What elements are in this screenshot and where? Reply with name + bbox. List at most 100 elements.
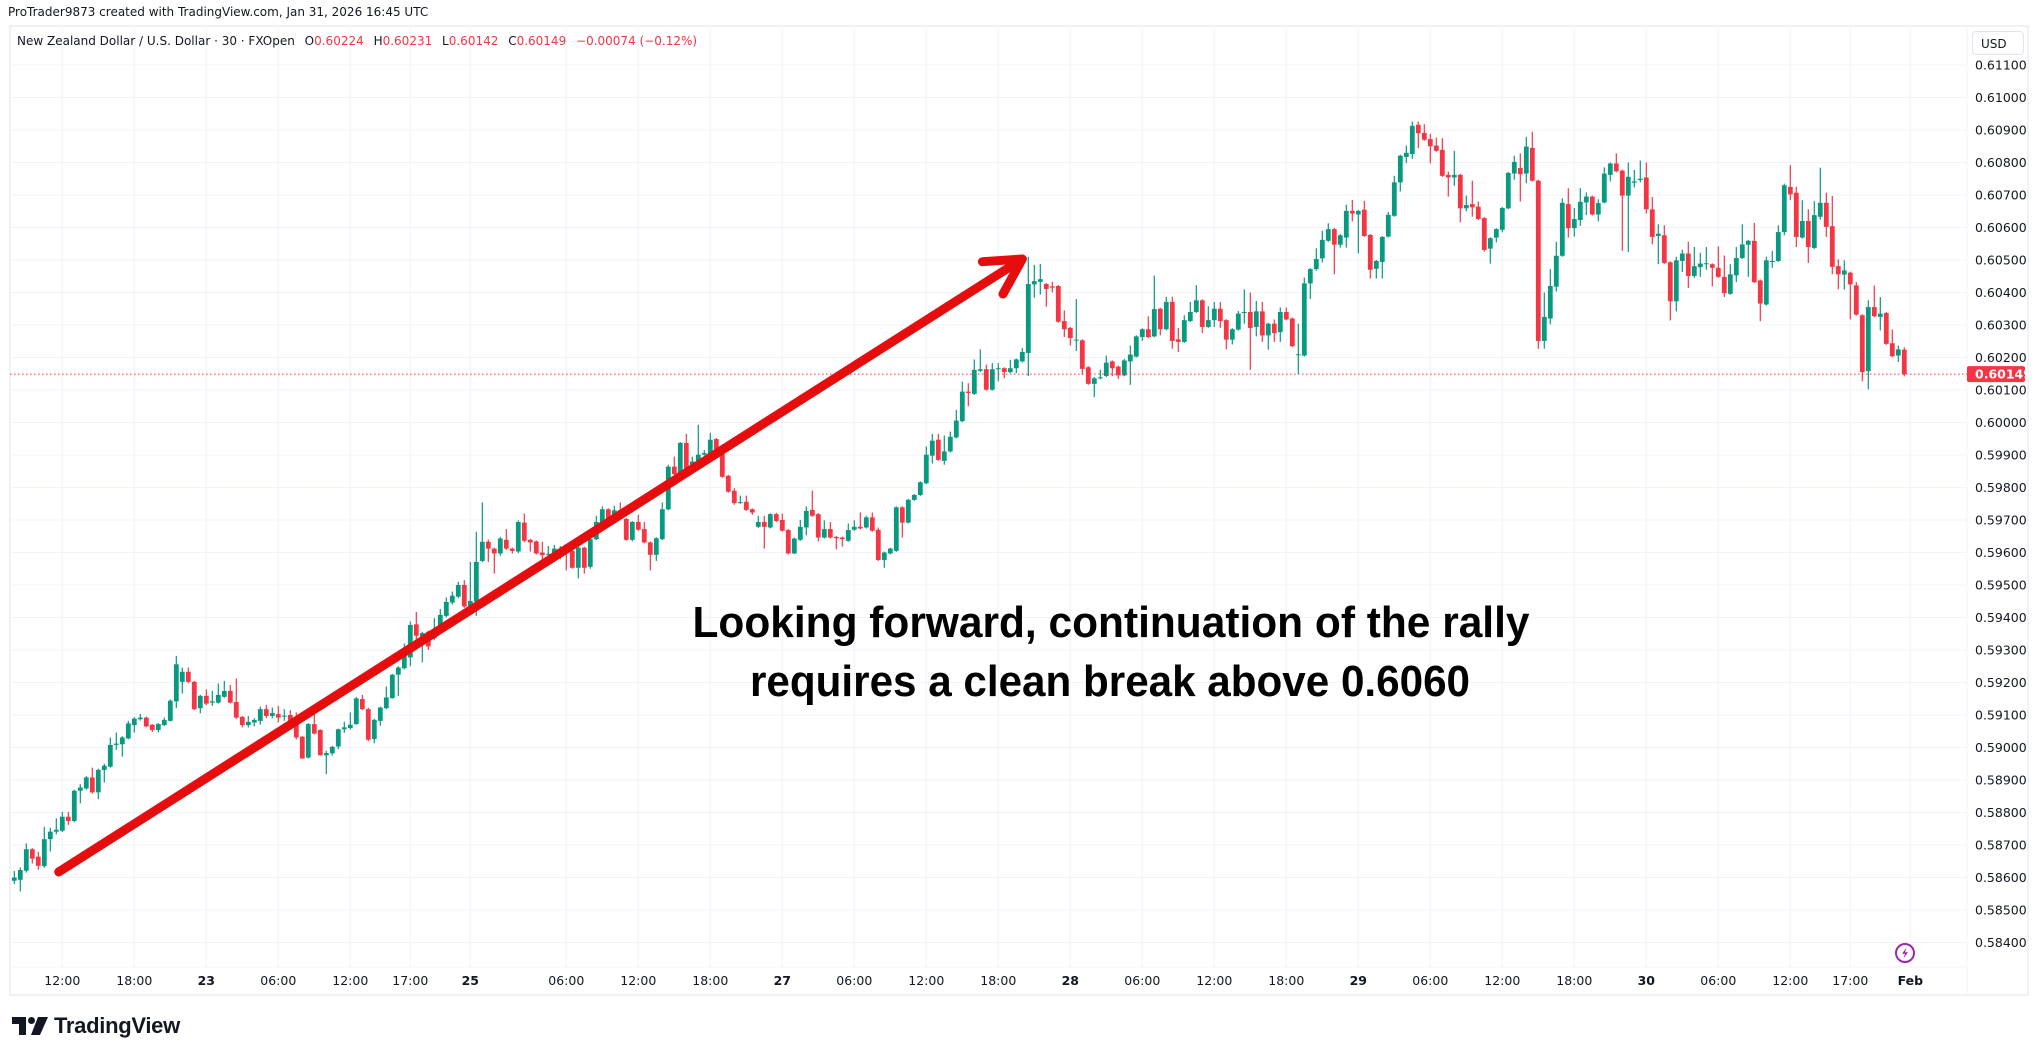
candle-body xyxy=(503,539,509,549)
candle-body xyxy=(1661,235,1667,263)
candle-up xyxy=(887,547,893,555)
lightning-icon[interactable] xyxy=(1895,943,1915,963)
candle-down xyxy=(719,453,725,478)
price-tick-label: 0.60100 xyxy=(1975,383,2027,398)
candle-body xyxy=(1619,170,1625,196)
candle-up xyxy=(947,431,953,453)
price-axis[interactable]: 0.61100 0.61000 0.60900 0.60800 0.60700 0.606… xyxy=(1975,58,2027,951)
candle-body xyxy=(929,440,935,456)
candle-body xyxy=(83,777,89,789)
candle-body xyxy=(203,695,209,704)
candle-body xyxy=(749,509,755,513)
candle-body xyxy=(887,548,893,554)
candle-body xyxy=(1091,378,1097,384)
candle-down xyxy=(1721,255,1727,298)
tradingview-logo[interactable]: TradingView xyxy=(12,1013,180,1039)
candle-down xyxy=(1445,171,1451,197)
candle-up xyxy=(1409,121,1415,159)
candle-body xyxy=(383,697,389,709)
candle-up xyxy=(1097,369,1103,380)
candle-body xyxy=(1367,234,1373,270)
candle-body xyxy=(125,723,131,739)
candle-body xyxy=(1529,147,1535,181)
candle-up xyxy=(953,409,959,439)
candle-down xyxy=(1565,188,1571,238)
candle-body xyxy=(1163,301,1169,330)
candle-body xyxy=(695,454,701,463)
price-tick-label: 0.58900 xyxy=(1975,773,2027,788)
trend-arrow-drawing[interactable] xyxy=(54,254,1027,877)
candle-up xyxy=(1865,300,1871,390)
candle-down xyxy=(1085,366,1091,385)
candle-body xyxy=(1763,260,1769,305)
candle-body xyxy=(1253,311,1259,327)
symbol-legend: New Zealand Dollar / U.S. Dollar · 30 · … xyxy=(17,34,697,48)
symbol-title[interactable]: New Zealand Dollar / U.S. Dollar · 30 · … xyxy=(17,34,295,48)
tradingview-logo-icon xyxy=(12,1017,48,1035)
candle-down xyxy=(509,547,515,554)
candle-body xyxy=(1103,362,1109,377)
price-tick-label: 0.61100 xyxy=(1975,58,2027,73)
candle-down xyxy=(299,735,305,759)
candle-body xyxy=(161,719,167,726)
candle-up xyxy=(389,674,395,699)
candle-body xyxy=(1655,233,1661,236)
candle-up xyxy=(167,699,173,722)
candle-body xyxy=(1235,313,1241,330)
candle-body xyxy=(863,517,869,528)
candle-body xyxy=(569,550,575,568)
candle-down xyxy=(1871,285,1877,318)
price-tick-label: 0.60200 xyxy=(1975,350,2027,365)
candle-down xyxy=(725,474,731,493)
price-tick-label: 0.59500 xyxy=(1975,578,2027,593)
candle-body xyxy=(299,736,305,759)
candle-body xyxy=(1001,368,1007,373)
candle-body xyxy=(1439,149,1445,176)
time-axis[interactable]: 12:00 18:00 23 06:00 12:00 17:00 25 06:00 12:00 1… xyxy=(44,973,1923,988)
candle-body xyxy=(1247,312,1253,328)
candle-up xyxy=(449,591,455,605)
time-tick-label: 12:00 xyxy=(1772,973,1808,988)
candle-down xyxy=(29,848,35,864)
candle-body xyxy=(1679,253,1685,261)
candle-body xyxy=(119,737,125,745)
candle-body xyxy=(1829,226,1835,267)
candle-up xyxy=(1523,136,1529,184)
candle-up xyxy=(1745,239,1751,277)
candle-body xyxy=(1493,229,1499,238)
candle-body xyxy=(1013,359,1019,369)
candle-down xyxy=(1217,301,1223,328)
candle-body xyxy=(275,714,281,718)
candle-body xyxy=(533,541,539,554)
candle-up xyxy=(1763,256,1769,306)
candle-up xyxy=(1583,192,1589,216)
candle-body xyxy=(1037,279,1043,282)
candle-down xyxy=(1793,186,1799,247)
candle-up xyxy=(107,737,113,768)
grid xyxy=(10,26,1967,967)
candle-body xyxy=(581,547,587,568)
candle-up xyxy=(863,515,869,529)
candle-up xyxy=(1577,188,1583,226)
candle-down xyxy=(65,811,71,825)
candle-down xyxy=(1115,365,1121,379)
price-tick-label: 0.60300 xyxy=(1975,318,2027,333)
annotation-text[interactable]: Looking forward, continuation of the ral… xyxy=(693,598,1531,706)
candle-up xyxy=(161,717,167,727)
candle-body xyxy=(359,699,365,710)
candle-up xyxy=(197,694,203,714)
annotation-line-2: requires a clean break above 0.6060 xyxy=(750,657,1470,706)
candle-body xyxy=(551,548,557,555)
currency-button[interactable]: USD xyxy=(1972,31,2024,55)
candle-body xyxy=(35,856,41,866)
candle-down xyxy=(761,515,767,549)
candle-body xyxy=(335,729,341,747)
candle-down xyxy=(461,580,467,608)
candle-body xyxy=(77,787,83,791)
candle-body xyxy=(773,514,779,521)
candle-down xyxy=(1271,319,1277,342)
candle-up xyxy=(1355,209,1361,254)
candle-down xyxy=(857,512,863,530)
time-tick-label: 18:00 xyxy=(116,973,152,988)
